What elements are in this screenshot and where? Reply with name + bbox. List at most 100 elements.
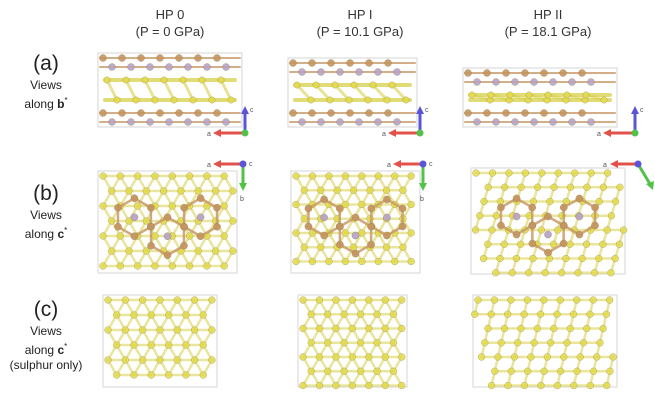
atom bbox=[381, 296, 389, 304]
axis-label-c: c bbox=[250, 107, 254, 114]
atom bbox=[472, 169, 480, 177]
atom bbox=[116, 262, 124, 270]
atom bbox=[348, 353, 357, 361]
atom bbox=[538, 169, 546, 177]
atom bbox=[524, 367, 532, 375]
atom bbox=[341, 257, 350, 266]
atom bbox=[484, 324, 492, 333]
atom bbox=[536, 310, 545, 318]
atom bbox=[292, 229, 300, 237]
atom bbox=[137, 109, 145, 117]
atom bbox=[583, 324, 591, 333]
atom bbox=[127, 63, 135, 71]
atom bbox=[168, 172, 176, 180]
atom bbox=[550, 324, 558, 333]
atom bbox=[373, 339, 381, 347]
atom bbox=[483, 109, 491, 117]
atom bbox=[332, 381, 340, 390]
atom bbox=[559, 203, 568, 212]
axis-indicator-a-hp2: a c bbox=[597, 106, 644, 138]
atom bbox=[185, 262, 194, 270]
atom bbox=[340, 367, 348, 375]
atom bbox=[308, 172, 317, 180]
atom bbox=[374, 172, 382, 180]
atom bbox=[578, 254, 586, 263]
atom bbox=[173, 356, 181, 364]
atom bbox=[521, 69, 529, 77]
unit-cell-outline bbox=[97, 170, 238, 274]
axis-label-a: a bbox=[207, 162, 211, 169]
atom bbox=[163, 251, 172, 260]
atom bbox=[508, 269, 516, 277]
atom bbox=[300, 243, 308, 251]
atom bbox=[575, 230, 584, 239]
row-label-b: (b) Views along c* bbox=[0, 180, 92, 242]
atom bbox=[527, 353, 535, 361]
unit-cell-outline bbox=[290, 170, 421, 274]
atom bbox=[182, 371, 190, 379]
atom bbox=[317, 118, 325, 126]
atom bbox=[609, 353, 617, 361]
atom bbox=[165, 118, 173, 126]
atom bbox=[373, 367, 381, 375]
atom bbox=[369, 81, 377, 89]
atom bbox=[104, 296, 112, 304]
atom bbox=[407, 200, 415, 209]
atom bbox=[113, 96, 121, 104]
atom bbox=[603, 226, 611, 234]
atom bbox=[208, 356, 216, 364]
atom bbox=[349, 243, 358, 251]
atom bbox=[340, 310, 348, 318]
atom bbox=[341, 172, 350, 180]
atom bbox=[213, 109, 221, 117]
atom bbox=[523, 296, 532, 304]
atom bbox=[533, 183, 542, 191]
axis-label-b: b bbox=[240, 196, 244, 203]
atom bbox=[505, 169, 513, 177]
atom bbox=[130, 232, 139, 241]
atom bbox=[147, 311, 155, 319]
atom bbox=[549, 240, 558, 248]
atom bbox=[582, 240, 591, 248]
atom bbox=[177, 187, 185, 195]
atom bbox=[358, 257, 366, 266]
bond bbox=[105, 78, 119, 102]
atom bbox=[141, 76, 149, 84]
atom bbox=[540, 367, 548, 375]
atom bbox=[203, 262, 211, 270]
atom bbox=[389, 339, 398, 347]
atom bbox=[544, 248, 552, 257]
atom bbox=[355, 118, 363, 126]
atom bbox=[156, 326, 164, 334]
atom bbox=[399, 243, 407, 251]
atom bbox=[603, 169, 612, 177]
atom bbox=[333, 186, 341, 194]
atom bbox=[512, 212, 521, 221]
atom bbox=[147, 203, 155, 212]
atom bbox=[227, 96, 235, 104]
atom bbox=[175, 54, 183, 62]
atom bbox=[132, 96, 140, 104]
atom bbox=[351, 213, 360, 222]
atom bbox=[184, 118, 192, 126]
atom bbox=[511, 118, 519, 126]
row-letter: (c) bbox=[33, 298, 59, 321]
atom bbox=[213, 203, 221, 212]
atom bbox=[568, 78, 576, 86]
atom bbox=[127, 118, 135, 126]
atom bbox=[383, 195, 391, 204]
atom bbox=[320, 213, 328, 222]
atom bbox=[398, 222, 407, 231]
atom bbox=[512, 254, 521, 263]
structure-view-a-hp0 bbox=[97, 52, 243, 128]
unit-cell-outline bbox=[287, 57, 418, 128]
atom bbox=[398, 381, 406, 390]
atom bbox=[99, 54, 107, 62]
atom bbox=[603, 381, 611, 390]
axis-label-a: a bbox=[603, 162, 607, 169]
atom bbox=[587, 169, 595, 177]
atom bbox=[121, 296, 129, 304]
atom bbox=[130, 213, 139, 222]
atom bbox=[381, 324, 389, 333]
column-header-hp1: HP I (P = 10.1 GPa) bbox=[285, 6, 435, 40]
